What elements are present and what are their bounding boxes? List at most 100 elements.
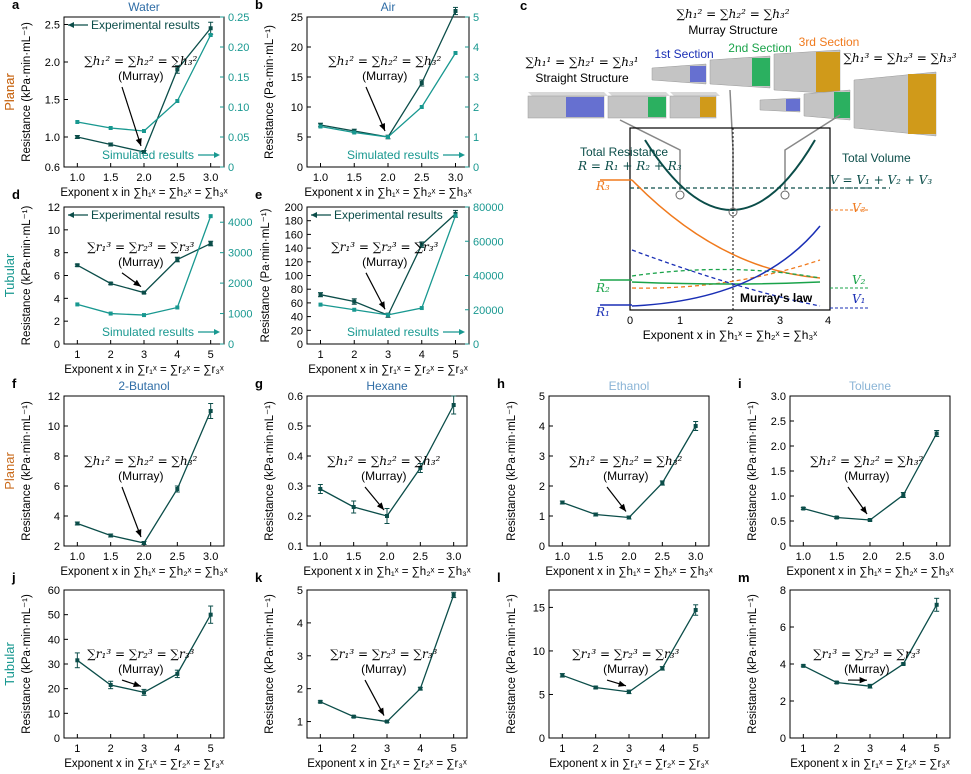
murray-label: (Murray) (118, 469, 163, 483)
data-point (208, 409, 213, 413)
data-point (593, 512, 598, 517)
panel-b: b Air Planar 1.0 1.5 2.0 2.5 3.0 Exponent x in ∑… (2, 0, 479, 199)
y2-tick-label: 0.05 (228, 132, 249, 144)
y-tick-label: 2.0 (771, 441, 786, 453)
y-tick-label: 4 (297, 618, 303, 630)
row-label: Tubular (2, 642, 17, 686)
data-point (175, 487, 180, 491)
y-axis-label: Resistance (Pa·min·mL⁻¹) (264, 25, 276, 159)
data-point (934, 602, 939, 607)
data-point (175, 671, 180, 676)
data-point (208, 612, 213, 617)
label-v1: V₁ (852, 292, 865, 306)
y-tick-label: 0 (780, 733, 786, 745)
y-tick-label: 0 (539, 733, 545, 745)
legend-simulated: Simulated results (347, 148, 439, 162)
murray-arrowhead (859, 677, 867, 684)
y2-tick-label: 4000 (228, 217, 252, 229)
y-axis-label: Resistance (kPa·min·mL⁻¹) (747, 594, 759, 734)
murray-equation: ∑h₁² = ∑h₂² = ∑h₃² (84, 454, 197, 468)
x-tick-label: 1 (74, 743, 80, 755)
y-axis-label: Resistance (kPa·min·mL⁻¹) (21, 22, 33, 162)
y-tick-label: 8 (54, 451, 60, 463)
data-point (208, 26, 213, 31)
x-tick-label: 3.0 (203, 551, 218, 563)
x-tick-label: 5 (208, 349, 214, 361)
x-tick-label: 1.5 (103, 172, 118, 184)
volume-equation: V = V₁ + V₂ + V₃ (830, 173, 932, 187)
y2-tick-label: 0.20 (228, 42, 249, 54)
x-tick-label: 1.0 (70, 172, 85, 184)
data-point (385, 719, 389, 724)
y2-tick-label: 20000 (473, 305, 504, 317)
x-tick-label: 2.0 (379, 551, 394, 563)
murray-equation: ∑r₁³ = ∑r₂³ = ∑r₃³ (331, 240, 438, 254)
schematic-xtick: 2 (727, 315, 733, 327)
y-tick-label: 0 (54, 733, 60, 745)
murray-label: (Murray) (362, 255, 407, 269)
x-axis-label: Exponent x in ∑r₁ˣ = ∑r₂ˣ = ∑r₃ˣ (790, 758, 950, 770)
murray-arrow (121, 86, 142, 147)
y-tick-label: 6 (54, 271, 60, 283)
panels: a Water Planar 1.0 1.5 2.0 2.5 3.0 Exponent x in… (2, 0, 954, 770)
data-point (75, 120, 80, 124)
x-tick-label: 1.0 (796, 551, 811, 563)
y-tick-label: 160 (285, 229, 303, 241)
murray-structure-label: Murray Structure (688, 23, 778, 37)
murray-equation: ∑h₁² = ∑h₂² = ∑h₃² (569, 454, 682, 468)
panel-letter: d (12, 187, 20, 202)
y-tick-label: 15 (291, 72, 303, 84)
y-tick-label: 0.5 (288, 421, 303, 433)
y-tick-label: 25 (291, 12, 303, 24)
resistance-equation: R = R₁ + R₂ + R₃ (577, 159, 682, 173)
murray-label: (Murray) (118, 662, 163, 676)
murray-equation: ∑r₁³ = ∑r₂³ = ∑r₃³ (87, 647, 194, 661)
y-tick-label: 5 (297, 132, 303, 144)
panel-h: h Ethanol 1.0 1.5 2.0 2.5 3.0 Exponent x in ∑h₁… (497, 376, 713, 578)
x-tick-label: 2 (108, 743, 114, 755)
murray-arrowhead (133, 681, 141, 688)
y2-tick-label: 0 (228, 162, 234, 174)
x-tick-label: 1 (559, 743, 565, 755)
y-tick-label: 1.0 (771, 491, 786, 503)
panel-l: l 1 2 3 4 5 Exponent x in ∑r₁ˣ = ∑r₂ˣ = ∑r₃ˣ 0 5… (497, 570, 710, 770)
y-axis-label: Resistance (kPa·min·mL⁻¹) (21, 594, 33, 734)
data-point (386, 312, 390, 317)
murray-arrow (121, 486, 142, 538)
x-tick-label: 4 (174, 743, 180, 755)
label-r2: R₂ (595, 281, 610, 295)
y2-tick-label: 5 (473, 12, 479, 24)
data-point (901, 662, 906, 666)
y2-tick-label: 80000 (473, 202, 504, 214)
x-tick-label: 4 (419, 349, 425, 361)
chart-title: Ethanol (609, 379, 650, 393)
murray-arrowhead (378, 301, 385, 310)
x-tick-label: 1.5 (346, 551, 361, 563)
murray-label: (Murray) (844, 469, 889, 483)
data-point (660, 666, 665, 671)
panel-letter: a (12, 0, 20, 12)
y-tick-label: 1.5 (771, 466, 786, 478)
x-axis-label: Exponent x in ∑h₁ˣ = ∑h₂ˣ = ∑h₃ˣ (786, 566, 953, 578)
y-tick-label: 6 (780, 622, 786, 634)
data-point (419, 242, 424, 247)
panel-letter: k (255, 570, 263, 585)
y-tick-label: 40 (48, 634, 60, 646)
legend-sim-arrowhead (459, 329, 465, 335)
y-tick-label: 2 (539, 481, 545, 493)
x-tick-label: 2 (108, 349, 114, 361)
y-tick-label: 60 (291, 298, 303, 310)
x-tick-label: 1.0 (313, 551, 328, 563)
schematic-xtick: 0 (627, 315, 633, 327)
x-tick-label: 4 (659, 743, 665, 755)
x-tick-label: 2.5 (170, 172, 185, 184)
murray-label: (Murray) (603, 662, 648, 676)
y2-tick-label: 0 (228, 339, 234, 351)
y-tick-label: 80 (291, 284, 303, 296)
data-point (175, 257, 180, 262)
y-tick-label: 4 (54, 293, 60, 305)
y-tick-label: 2 (297, 684, 303, 696)
data-point (208, 241, 213, 246)
